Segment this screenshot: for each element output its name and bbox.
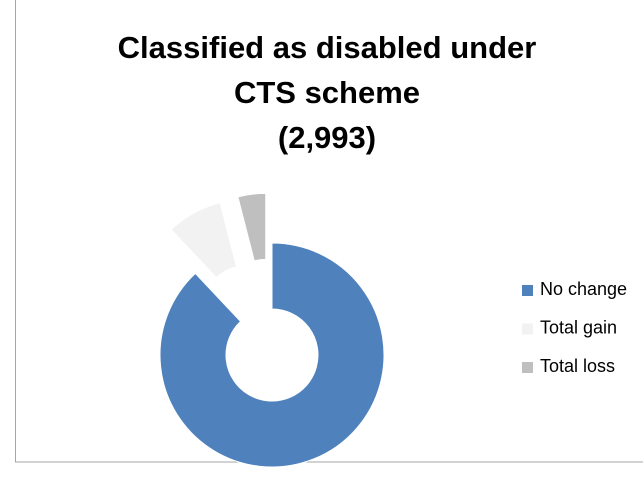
legend-label: No change: [540, 279, 627, 299]
legend-swatch: [522, 362, 533, 373]
chart-title: Classified as disabled under: [118, 30, 537, 65]
donut-segment: [170, 202, 238, 279]
donut-segment: [237, 192, 267, 262]
legend-swatch: [522, 285, 533, 296]
legend-label: Total gain: [540, 317, 617, 337]
donut-segment: [159, 242, 385, 468]
legend-label: Total loss: [540, 356, 615, 376]
chart-title: (2,993): [278, 120, 376, 155]
chart-title: CTS scheme: [234, 75, 420, 110]
legend-swatch: [522, 323, 533, 335]
